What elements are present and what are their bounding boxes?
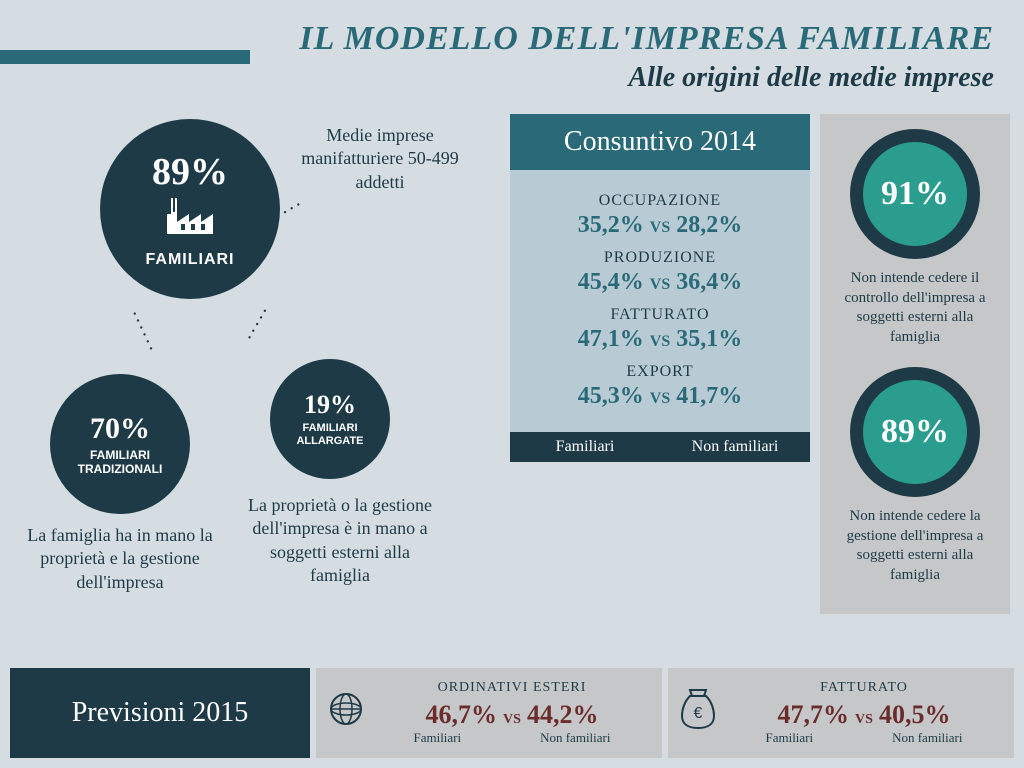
cons-row: OCCUPAZIONE35,2% VS 28,2% (510, 192, 810, 239)
circle-familiari: 89% FAMILIARI (100, 119, 280, 299)
footer: Previsioni 2015 ORDINATIVI ESTERI 46,7%V… (0, 668, 1024, 768)
ring-91: 91% (850, 129, 980, 259)
consuntivo-footer: Familiari Non familiari (510, 432, 810, 462)
previsioni-title: Previsioni 2015 (10, 668, 310, 758)
subtitle: Alle origini delle medie imprese (30, 62, 994, 94)
caption-main: Medie imprese manifatturiere 50-499 adde… (280, 124, 480, 194)
circle-allargate: 19% FAMILIARI ALLARGATE (270, 359, 390, 479)
connector-dots: · · · · · · (122, 306, 161, 355)
cons-row: FATTURATO47,1% VS 35,1% (510, 306, 810, 353)
ring-89: 89% (850, 367, 980, 497)
connector-dots: · · · · · (239, 304, 277, 346)
consuntivo-panel: Consuntivo 2014 OCCUPAZIONE35,2% VS 28,2… (510, 114, 810, 462)
consuntivo-title: Consuntivo 2014 (510, 114, 810, 170)
pct-value: 70% (90, 412, 150, 446)
pct-value: 89% (152, 150, 228, 194)
factory-icon (165, 196, 215, 245)
caption-trad: La famiglia ha in mano la proprietà e la… (20, 524, 220, 594)
footer-box-ordinativi: ORDINATIVI ESTERI 46,7%VS44,2% Familiari… (316, 668, 662, 758)
svg-text:€: € (694, 705, 703, 722)
header-accent-bar (0, 50, 250, 64)
content-area: · · · · · · · · · · · · · · · · · 89% FA… (0, 104, 1024, 124)
ring-caption: Non intende cedere la gestione dell'impr… (830, 507, 1000, 585)
globe-icon (328, 691, 364, 735)
circle-label: FAMILIARI TRADIZIONALI (50, 448, 190, 477)
circle-label: FAMILIARI (146, 251, 235, 269)
consuntivo-body: OCCUPAZIONE35,2% VS 28,2% PRODUZIONE45,4… (510, 170, 810, 432)
ring-caption: Non intende cedere il controllo dell'imp… (830, 269, 1000, 347)
footer-box-fatturato: € FATTURATO 47,7%VS40,5% FamiliariNon fa… (668, 668, 1014, 758)
cons-row: EXPORT45,3% VS 41,7% (510, 363, 810, 410)
cons-row: PRODUZIONE45,4% VS 36,4% (510, 249, 810, 296)
circle-tradizionali: 70% FAMILIARI TRADIZIONALI (50, 374, 190, 514)
right-column: 91% Non intende cedere il controllo dell… (820, 114, 1010, 614)
caption-all: La proprietà o la gestione dell'impresa … (240, 494, 440, 588)
header: IL MODELLO DELL'IMPRESA FAMILIARE Alle o… (0, 0, 1024, 104)
pct-value: 19% (304, 390, 356, 420)
euro-bag-icon: € (680, 688, 716, 738)
circle-label: FAMILIARI ALLARGATE (270, 422, 390, 448)
